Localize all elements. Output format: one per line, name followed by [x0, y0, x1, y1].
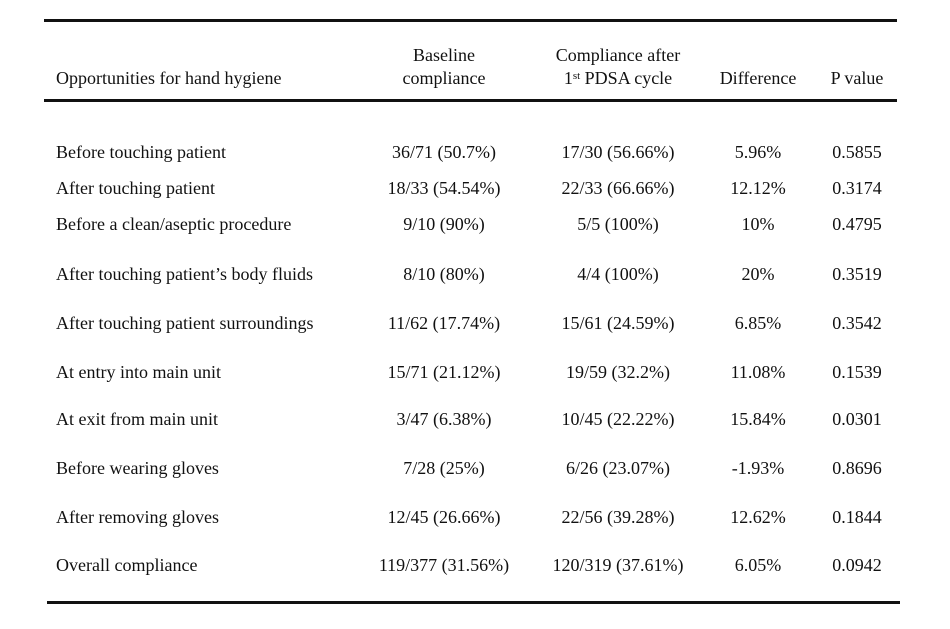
cell-after-pdsa: 4/4 (100%): [577, 264, 659, 284]
cell-p-value: 0.0942: [832, 555, 882, 575]
table-header-rule: [44, 99, 897, 102]
cell-difference: 5.96%: [734, 142, 782, 162]
cell-difference: 12.62%: [730, 507, 786, 527]
cell-opportunity: After removing gloves: [56, 507, 219, 527]
cell-baseline: 7/28 (25%): [403, 458, 485, 478]
header-after-suffix: PDSA cycle: [580, 68, 673, 88]
cell-p-value: 0.1539: [832, 362, 882, 382]
cell-p-value: 0.3174: [832, 178, 882, 198]
cell-baseline: 9/10 (90%): [403, 214, 485, 234]
header-opportunities: Opportunities for hand hygiene: [56, 68, 282, 88]
cell-opportunity: Overall compliance: [56, 555, 198, 575]
cell-opportunity: Before wearing gloves: [56, 458, 219, 478]
table-top-rule: [44, 19, 897, 22]
cell-after-pdsa: 19/59 (32.2%): [566, 362, 670, 382]
cell-p-value: 0.3519: [832, 264, 882, 284]
cell-p-value: 0.3542: [832, 313, 882, 333]
cell-baseline: 119/377 (31.56%): [378, 555, 510, 575]
cell-baseline: 36/71 (50.7%): [392, 142, 496, 162]
cell-difference: 12.12%: [730, 178, 786, 198]
header-difference: Difference: [719, 68, 797, 88]
cell-p-value: 0.8696: [832, 458, 882, 478]
cell-opportunity: After touching patient: [56, 178, 215, 198]
cell-difference: 15.84%: [730, 409, 786, 429]
header-after-superscript: st: [572, 70, 581, 82]
cell-baseline: 12/45 (26.66%): [387, 507, 501, 527]
cell-difference: 10%: [741, 214, 775, 234]
cell-after-pdsa: 6/26 (23.07%): [566, 458, 670, 478]
table-bottom-rule: [47, 601, 900, 604]
cell-difference: -1.93%: [731, 458, 785, 478]
cell-after-pdsa: 22/56 (39.28%): [561, 507, 675, 527]
cell-baseline: 15/71 (21.12%): [387, 362, 501, 382]
cell-baseline: 8/10 (80%): [403, 264, 485, 284]
header-baseline-line2: compliance: [402, 68, 486, 88]
header-after-line1: Compliance after: [555, 45, 681, 65]
cell-after-pdsa: 10/45 (22.22%): [561, 409, 675, 429]
cell-difference: 11.08%: [730, 362, 786, 382]
cell-opportunity: At exit from main unit: [56, 409, 218, 429]
cell-p-value: 0.1844: [832, 507, 882, 527]
header-after-line2: 1st PDSA cycle: [564, 67, 672, 89]
cell-baseline: 11/62 (17.74%): [387, 313, 501, 333]
header-baseline-line1: Baseline: [413, 45, 475, 65]
cell-baseline: 18/33 (54.54%): [387, 178, 501, 198]
cell-opportunity: At entry into main unit: [56, 362, 221, 382]
cell-opportunity: After touching patient’s body fluids: [56, 264, 313, 284]
cell-difference: 20%: [741, 264, 775, 284]
cell-after-pdsa: 5/5 (100%): [577, 214, 659, 234]
header-after-prefix: 1: [563, 68, 573, 88]
cell-after-pdsa: 120/319 (37.61%): [552, 555, 684, 575]
cell-baseline: 3/47 (6.38%): [396, 409, 492, 429]
cell-opportunity: After touching patient surroundings: [56, 313, 314, 333]
cell-opportunity: Before touching patient: [56, 142, 226, 162]
cell-opportunity: Before a clean/aseptic procedure: [56, 214, 292, 234]
cell-p-value: 0.4795: [832, 214, 882, 234]
cell-difference: 6.85%: [734, 313, 782, 333]
header-p-value: P value: [830, 68, 884, 88]
cell-after-pdsa: 17/30 (56.66%): [561, 142, 675, 162]
cell-after-pdsa: 22/33 (66.66%): [561, 178, 675, 198]
cell-p-value: 0.5855: [832, 142, 882, 162]
cell-p-value: 0.0301: [832, 409, 882, 429]
cell-after-pdsa: 15/61 (24.59%): [561, 313, 675, 333]
cell-difference: 6.05%: [734, 555, 782, 575]
